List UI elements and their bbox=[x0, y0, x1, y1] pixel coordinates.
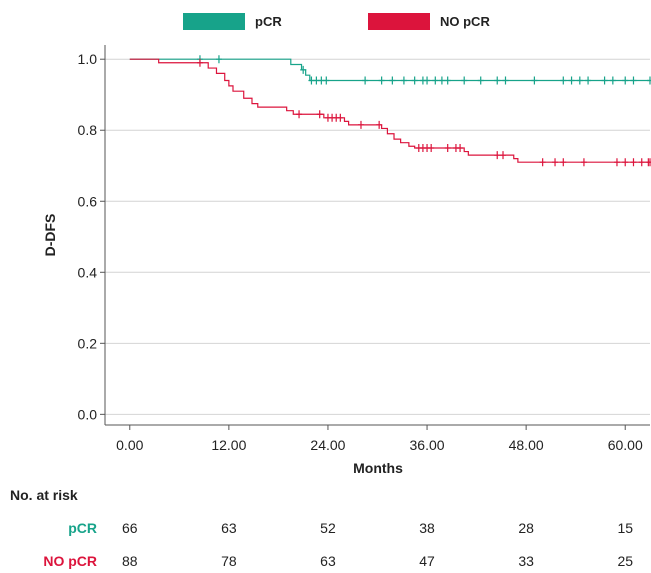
y-tick-label: 0.8 bbox=[78, 122, 98, 138]
censor-mark bbox=[296, 110, 303, 119]
censor-mark bbox=[622, 158, 629, 167]
censor-mark bbox=[376, 120, 383, 129]
y-tick-label: 1.0 bbox=[78, 51, 98, 67]
censor-mark bbox=[560, 76, 567, 85]
censor-mark bbox=[630, 76, 637, 85]
x-axis-label: Months bbox=[353, 460, 403, 476]
censor-mark bbox=[389, 76, 396, 85]
risk-table: No. at risk pCR 66 63 52 38 28 15 NO pCR 88 78 63 4… bbox=[10, 487, 633, 569]
legend-label: NO pCR bbox=[440, 14, 490, 29]
censor-mark bbox=[539, 158, 546, 167]
censor-mark bbox=[502, 76, 509, 85]
censor-mark bbox=[568, 76, 575, 85]
censor-mark bbox=[638, 158, 645, 167]
y-tick-label: 0.6 bbox=[78, 193, 98, 209]
censor-mark bbox=[609, 76, 616, 85]
legend-swatch bbox=[368, 13, 430, 30]
x-tick-label: 12.00 bbox=[211, 437, 246, 453]
risk-value: 63 bbox=[320, 553, 336, 569]
risk-row-label: pCR bbox=[68, 520, 97, 536]
risk-row-label: NO pCR bbox=[43, 553, 97, 569]
y-tick-label: 0.4 bbox=[78, 264, 98, 280]
risk-value: 66 bbox=[122, 520, 138, 536]
censor-mark bbox=[215, 55, 222, 64]
censor-mark bbox=[411, 76, 418, 85]
censor-mark bbox=[300, 65, 307, 74]
censor-mark bbox=[552, 158, 559, 167]
risk-value: 28 bbox=[518, 520, 534, 536]
x-tick-label: 0.00 bbox=[116, 437, 143, 453]
y-tick-label: 0.0 bbox=[78, 406, 98, 422]
censor-mark bbox=[323, 76, 330, 85]
censor-mark bbox=[585, 76, 592, 85]
y-tick-label: 0.2 bbox=[78, 335, 98, 351]
x-tick-label: 60.00 bbox=[608, 437, 643, 453]
risk-table-title: No. at risk bbox=[10, 487, 78, 503]
censor-mark bbox=[630, 158, 637, 167]
censor-mark bbox=[613, 158, 620, 167]
axes: 0.0 0.2 0.4 0.6 0.8 1.0 0.00 12.00 24.00 36.00 48.… bbox=[78, 45, 650, 453]
x-tick-label: 24.00 bbox=[310, 437, 345, 453]
censor-mark bbox=[378, 76, 385, 85]
censor-mark bbox=[494, 151, 501, 160]
censor-mark bbox=[560, 158, 567, 167]
censor-mark bbox=[316, 110, 323, 119]
risk-value: 47 bbox=[419, 553, 435, 569]
gridlines bbox=[105, 58, 650, 415]
censor-mark bbox=[531, 76, 538, 85]
risk-value: 63 bbox=[221, 520, 237, 536]
censor-mark bbox=[424, 76, 431, 85]
censor-mark bbox=[337, 113, 344, 122]
censor-mark bbox=[432, 76, 439, 85]
censor-mark bbox=[576, 76, 583, 85]
legend: pCR NO pCR bbox=[183, 13, 490, 30]
x-tick-label: 48.00 bbox=[509, 437, 544, 453]
censor-mark bbox=[580, 158, 587, 167]
censor-mark bbox=[444, 76, 451, 85]
censor-mark bbox=[438, 76, 445, 85]
censor-mark bbox=[461, 76, 468, 85]
censor-mark bbox=[622, 76, 629, 85]
censor-mark bbox=[601, 76, 608, 85]
risk-value: 25 bbox=[617, 553, 633, 569]
censor-mark bbox=[400, 76, 407, 85]
censor-mark bbox=[196, 58, 203, 67]
risk-value: 78 bbox=[221, 553, 237, 569]
legend-swatch bbox=[183, 13, 245, 30]
risk-value: 15 bbox=[617, 520, 633, 536]
censor-mark bbox=[500, 151, 507, 160]
censor-mark bbox=[428, 143, 435, 152]
series-group bbox=[129, 55, 651, 167]
censor-mark bbox=[494, 76, 501, 85]
censor-mark bbox=[444, 143, 451, 152]
censor-mark bbox=[647, 76, 651, 85]
censor-mark bbox=[457, 143, 464, 152]
y-axis-label: D-DFS bbox=[42, 214, 58, 257]
risk-value: 88 bbox=[122, 553, 138, 569]
censor-mark bbox=[477, 76, 484, 85]
censor-mark bbox=[647, 158, 651, 167]
series-line bbox=[129, 58, 650, 163]
risk-value: 33 bbox=[518, 553, 534, 569]
censor-mark bbox=[357, 120, 364, 129]
risk-value: 38 bbox=[419, 520, 435, 536]
legend-label: pCR bbox=[255, 14, 282, 29]
x-tick-label: 36.00 bbox=[410, 437, 445, 453]
censor-mark bbox=[362, 76, 369, 85]
axis-labels: D-DFS Months bbox=[42, 214, 403, 476]
risk-value: 52 bbox=[320, 520, 336, 536]
